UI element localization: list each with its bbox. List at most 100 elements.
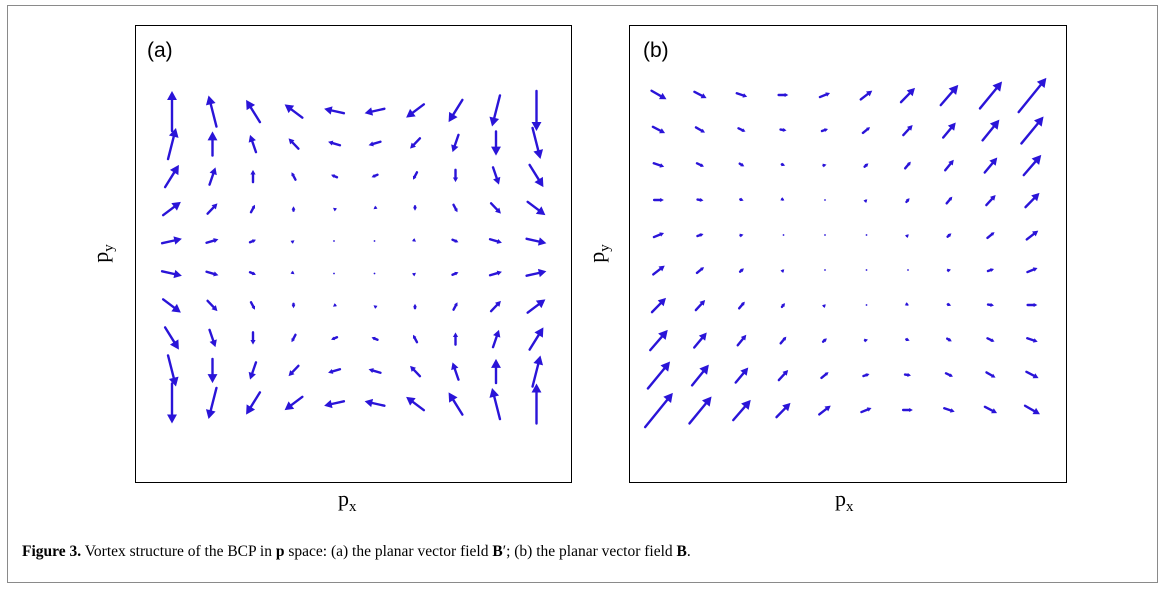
vector-arrow	[779, 128, 787, 132]
vector-arrow	[901, 407, 913, 413]
vector-arrow	[489, 300, 501, 313]
vector-arrow	[167, 91, 177, 133]
vector-arrow	[736, 334, 747, 347]
vector-arrow	[161, 298, 181, 313]
vector-arrow	[410, 365, 422, 378]
vector-arrow	[646, 361, 671, 390]
panel-b-plot-area	[629, 25, 1067, 483]
vector-arrow	[652, 232, 665, 239]
vector-arrow	[412, 334, 419, 344]
vector-arrow	[735, 92, 748, 98]
vector-arrow	[1024, 192, 1040, 209]
vector-arrow	[290, 270, 295, 275]
vector-arrow	[946, 233, 952, 238]
vector-arrow	[944, 159, 954, 172]
vector-arrow	[331, 336, 339, 341]
vector-arrow	[452, 302, 458, 311]
vector-arrow	[288, 138, 300, 150]
vector-arrow	[859, 90, 873, 101]
vector-arrow	[488, 238, 502, 244]
vector-arrow	[946, 268, 952, 273]
vector-arrow	[528, 327, 544, 351]
vector-arrow	[489, 202, 501, 214]
vector-arrow	[491, 130, 501, 156]
vector-arrow	[981, 119, 1000, 142]
vector-arrow	[406, 103, 426, 118]
panel-a-label: (a)	[147, 39, 173, 62]
vector-arrow	[373, 205, 378, 210]
vector-arrow	[690, 364, 709, 387]
vector-arrow	[780, 269, 785, 274]
vector-arrow	[652, 162, 665, 168]
vector-arrow	[368, 140, 382, 147]
vector-arrow	[331, 174, 339, 179]
vector-arrow	[1026, 302, 1038, 308]
vector-arrow	[1026, 267, 1038, 274]
vector-arrow	[528, 163, 544, 188]
vector-arrow	[1025, 230, 1039, 241]
vector-arrow	[865, 269, 868, 271]
vector-arrow	[907, 269, 909, 271]
vector-arrow	[246, 99, 262, 124]
vector-arrow	[324, 106, 346, 115]
vector-arrow	[739, 233, 744, 238]
vector-arrow	[695, 162, 704, 167]
vector-arrow	[413, 205, 417, 211]
vector-arrow	[166, 354, 179, 387]
vector-arrow	[696, 198, 704, 202]
vector-arrow	[780, 303, 786, 309]
vector-arrow	[865, 234, 868, 236]
vector-arrow	[167, 382, 177, 424]
panel-b-y-axis-label: py	[583, 244, 613, 263]
vector-arrow	[985, 371, 996, 378]
vector-arrow	[324, 399, 346, 409]
vector-arrow	[489, 387, 502, 421]
vector-arrow	[491, 329, 501, 349]
vector-arrow	[526, 299, 546, 314]
vector-arrow	[903, 373, 911, 377]
vector-arrow	[205, 270, 219, 277]
vector-arrow	[451, 362, 460, 381]
vector-arrow	[452, 332, 459, 346]
vector-arrow	[491, 358, 501, 385]
vector-arrow	[531, 89, 542, 131]
vector-arrow	[410, 137, 422, 149]
vector-arrow	[412, 238, 416, 242]
vector-arrow	[207, 357, 218, 384]
vector-arrow	[739, 197, 744, 202]
vector-arrow	[531, 383, 542, 425]
vector-arrow	[448, 392, 464, 416]
vector-arrow	[328, 140, 342, 147]
vector-arrow	[782, 234, 785, 236]
vector-arrow	[248, 271, 256, 276]
vector-arrow	[452, 203, 458, 213]
vector-arrow	[983, 157, 998, 174]
vector-arrow	[412, 272, 416, 277]
vector-arrow	[205, 238, 219, 244]
vector-arrow	[863, 199, 868, 204]
figure-frame	[7, 5, 1158, 583]
vector-arrow	[333, 272, 335, 275]
vector-arrow	[526, 200, 546, 216]
vector-arrow	[413, 303, 417, 310]
vector-arrow	[652, 265, 665, 276]
vector-arrow	[163, 164, 179, 189]
vector-arrow	[161, 201, 181, 217]
vector-arrow	[945, 337, 952, 342]
vector-arrow	[943, 407, 955, 413]
vector-arrow	[364, 398, 386, 408]
vector-arrow	[1026, 337, 1038, 343]
vector-arrow	[986, 337, 995, 342]
vector-arrow	[861, 127, 871, 135]
vector-arrow	[488, 270, 502, 277]
vector-arrow	[822, 163, 827, 168]
vector-arrow	[649, 329, 668, 352]
vector-arrow	[248, 361, 258, 380]
vector-arrow	[862, 373, 870, 378]
vector-arrow	[1025, 370, 1039, 379]
vector-arrow	[824, 199, 826, 201]
vector-arrow	[983, 405, 998, 414]
vector-arrow	[406, 396, 426, 412]
vector-arrow	[651, 125, 666, 134]
vector-arrow	[531, 355, 544, 388]
